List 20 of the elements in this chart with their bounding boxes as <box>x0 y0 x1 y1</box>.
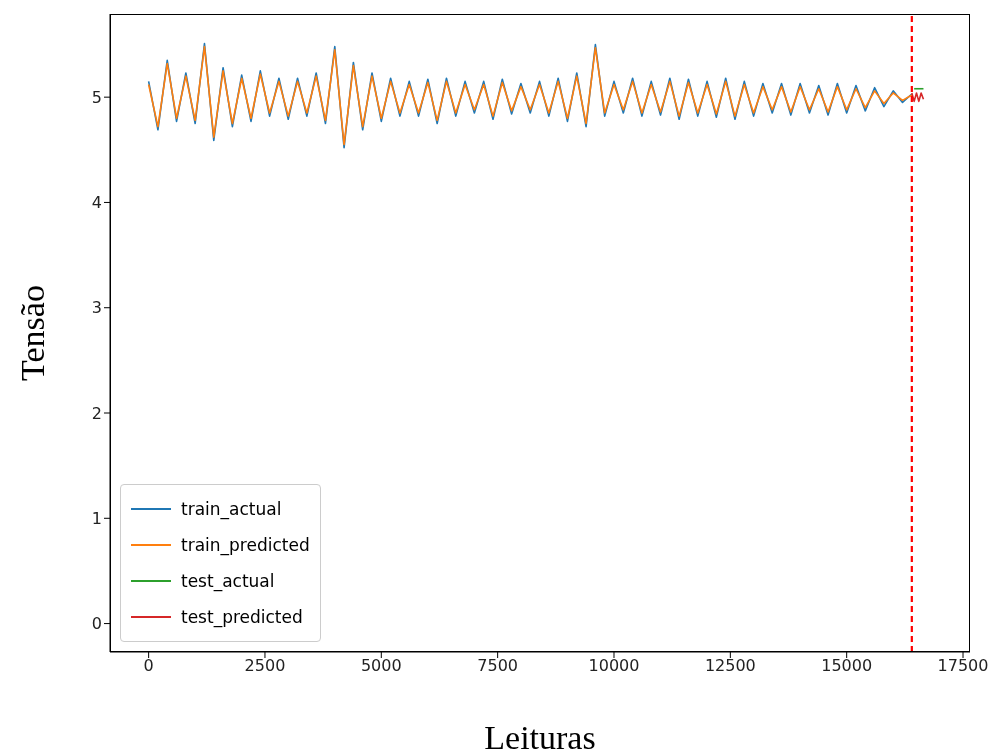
y-tick-label: 5 <box>91 87 102 107</box>
y-axis-title: Tensão <box>14 285 52 381</box>
y-tick-label: 3 <box>91 298 102 318</box>
x-tick-label: 10000 <box>588 656 640 676</box>
x-tick-label: 5000 <box>360 656 402 676</box>
x-tick-label: 15000 <box>821 656 873 676</box>
x-axis-title: Leituras <box>484 719 596 751</box>
legend-label: test_predicted <box>181 607 303 627</box>
x-tick-label: 12500 <box>704 656 756 676</box>
y-tick-label: 1 <box>91 508 102 528</box>
legend-label: train_actual <box>181 499 282 519</box>
x-tick-label: 0 <box>143 656 154 676</box>
legend-label: test_actual <box>181 571 275 591</box>
y-tick-label: 2 <box>91 403 102 423</box>
x-tick-label: 7500 <box>477 656 519 676</box>
y-tick-label: 0 <box>91 614 102 634</box>
x-tick-label: 2500 <box>244 656 286 676</box>
x-tick-label: 17500 <box>937 656 989 676</box>
y-tick-label: 4 <box>91 193 102 213</box>
legend-label: train_predicted <box>181 535 310 555</box>
